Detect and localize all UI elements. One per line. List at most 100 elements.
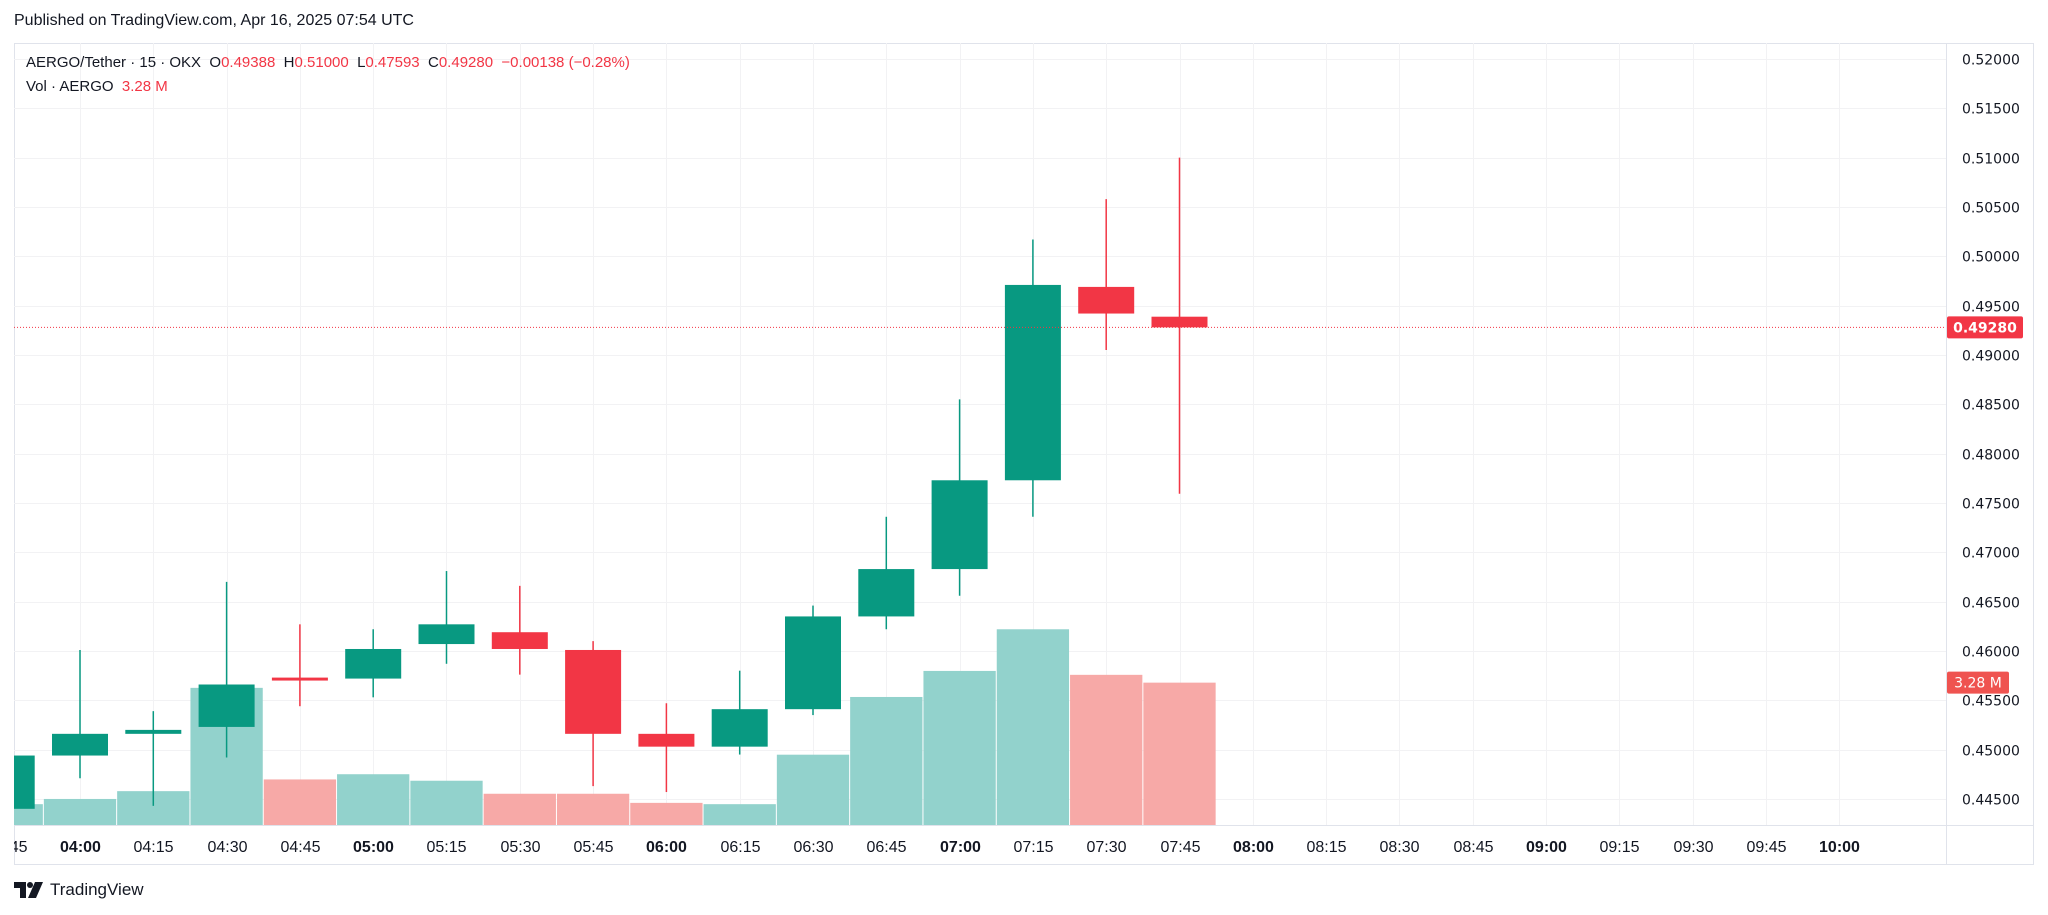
candle-body bbox=[491, 632, 548, 649]
time-tick-label: 07:15 bbox=[1013, 839, 1053, 856]
candle-body bbox=[345, 648, 402, 679]
candle bbox=[565, 641, 622, 787]
candle bbox=[125, 711, 182, 806]
price-tick-label: 0.46000 bbox=[1962, 645, 2020, 661]
time-tick-label: 04:30 bbox=[207, 839, 247, 856]
volume-bar bbox=[14, 804, 43, 825]
price-tick-label: 0.49000 bbox=[1962, 349, 2020, 365]
price-tick-label: 0.51500 bbox=[1962, 102, 2020, 118]
candle bbox=[198, 581, 255, 758]
time-tick-label: 06:00 bbox=[646, 839, 687, 856]
time-tick-label: 09:30 bbox=[1673, 839, 1713, 856]
close-label: C bbox=[428, 54, 439, 71]
ohlc-row: AERGO/Tether · 15 · OKX O0.49388 H0.5100… bbox=[26, 51, 630, 75]
volume-bar bbox=[776, 754, 850, 825]
tradingview-logo-icon bbox=[14, 882, 43, 898]
candle bbox=[1078, 199, 1135, 351]
candle bbox=[638, 703, 695, 793]
low-label: L bbox=[357, 54, 366, 71]
tradingview-logo[interactable]: TradingView bbox=[14, 880, 144, 900]
last-volume-label: 3.28 M bbox=[1954, 676, 2002, 692]
time-tick-label: 04:45 bbox=[280, 839, 320, 856]
candle bbox=[711, 670, 768, 755]
candle bbox=[271, 624, 328, 707]
last-price-badge bbox=[1947, 316, 2023, 339]
candle bbox=[491, 585, 548, 675]
volume-bar bbox=[630, 802, 703, 825]
price-tick-label: 0.50500 bbox=[1962, 201, 2020, 217]
high-value: 0.51000 bbox=[294, 54, 349, 71]
time-tick-label: 08:15 bbox=[1306, 839, 1346, 856]
candle bbox=[931, 399, 988, 596]
volume-bar bbox=[337, 774, 410, 825]
volume-bar bbox=[263, 779, 337, 825]
candle bbox=[1151, 157, 1208, 494]
time-tick-label: 05:00 bbox=[353, 839, 394, 856]
volume-bar bbox=[996, 629, 1070, 825]
candle-body bbox=[1004, 284, 1061, 481]
candle-body bbox=[858, 569, 915, 617]
price-tick-label: 0.48000 bbox=[1962, 448, 2020, 464]
price-tick-label: 0.52000 bbox=[1962, 53, 2020, 69]
candle-body bbox=[711, 709, 768, 747]
price-tick-label: 0.47500 bbox=[1962, 497, 2020, 513]
volume-row: Vol · AERGO 3.28 M bbox=[26, 75, 630, 99]
candle-body bbox=[565, 649, 622, 734]
low-value: 0.47593 bbox=[365, 54, 420, 71]
candle bbox=[418, 571, 475, 664]
volume-bar bbox=[556, 793, 630, 825]
candle-body bbox=[1151, 316, 1208, 328]
price-tick-label: 0.45500 bbox=[1962, 694, 2020, 710]
close-value: 0.49280 bbox=[438, 54, 494, 71]
volume-bar bbox=[410, 780, 483, 825]
time-tick-label: 07:30 bbox=[1086, 839, 1126, 856]
candle-body bbox=[14, 755, 35, 809]
time-tick-label: 04:15 bbox=[133, 839, 173, 856]
time-tick-label: 03:45 bbox=[0, 839, 28, 856]
time-tick-label: 09:00 bbox=[1526, 839, 1567, 856]
volume-bar bbox=[1070, 674, 1143, 825]
time-tick-label: 05:15 bbox=[426, 839, 466, 856]
price-tick-label: 0.46500 bbox=[1962, 596, 2020, 612]
time-tick-label: 06:45 bbox=[866, 839, 906, 856]
candle-body bbox=[785, 616, 841, 710]
candle bbox=[1004, 239, 1061, 517]
price-tick-label: 0.47000 bbox=[1962, 546, 2020, 562]
candle bbox=[14, 755, 35, 809]
chart-legend: AERGO/Tether · 15 · OKX O0.49388 H0.5100… bbox=[26, 51, 630, 99]
symbol-label[interactable]: AERGO/Tether · 15 · OKX bbox=[26, 54, 202, 71]
volume-bar bbox=[43, 798, 117, 825]
time-tick-label: 05:30 bbox=[500, 839, 540, 856]
volume-bar bbox=[850, 696, 923, 825]
candle-body bbox=[418, 624, 475, 645]
price-tick-label: 0.45000 bbox=[1962, 744, 2020, 760]
candle-body bbox=[1078, 286, 1135, 314]
time-tick-label: 05:45 bbox=[573, 839, 613, 856]
time-tick-label: 07:45 bbox=[1160, 839, 1200, 856]
time-tick-label: 09:15 bbox=[1599, 839, 1639, 856]
volume-value: 3.28 M bbox=[121, 78, 168, 95]
time-tick-label: 10:00 bbox=[1819, 839, 1860, 856]
candle-body bbox=[931, 480, 988, 570]
price-tick-label: 0.49500 bbox=[1962, 300, 2020, 316]
price-tick-label: 0.44500 bbox=[1962, 793, 2020, 809]
time-tick-label: 06:15 bbox=[720, 839, 760, 856]
candle bbox=[345, 629, 402, 698]
volume-bar bbox=[483, 793, 556, 825]
change-value: −0.00138 (−0.28%) bbox=[501, 54, 630, 71]
time-tick-label: 08:30 bbox=[1379, 839, 1419, 856]
candle-body bbox=[198, 684, 255, 727]
published-header: Published on TradingView.com, Apr 16, 20… bbox=[14, 12, 414, 29]
price-tick-label: 0.48500 bbox=[1962, 398, 2020, 414]
volume-bar bbox=[923, 670, 996, 825]
last-price-label: 0.49280 bbox=[1953, 320, 2017, 336]
volume-label[interactable]: Vol · AERGO bbox=[26, 78, 114, 95]
open-label: O bbox=[209, 54, 222, 71]
candle-body bbox=[125, 729, 182, 734]
candle-body bbox=[638, 733, 695, 747]
last-volume-badge bbox=[1947, 671, 2009, 694]
open-value: 0.49388 bbox=[221, 54, 276, 71]
candle bbox=[858, 516, 915, 630]
high-label: H bbox=[283, 54, 295, 71]
